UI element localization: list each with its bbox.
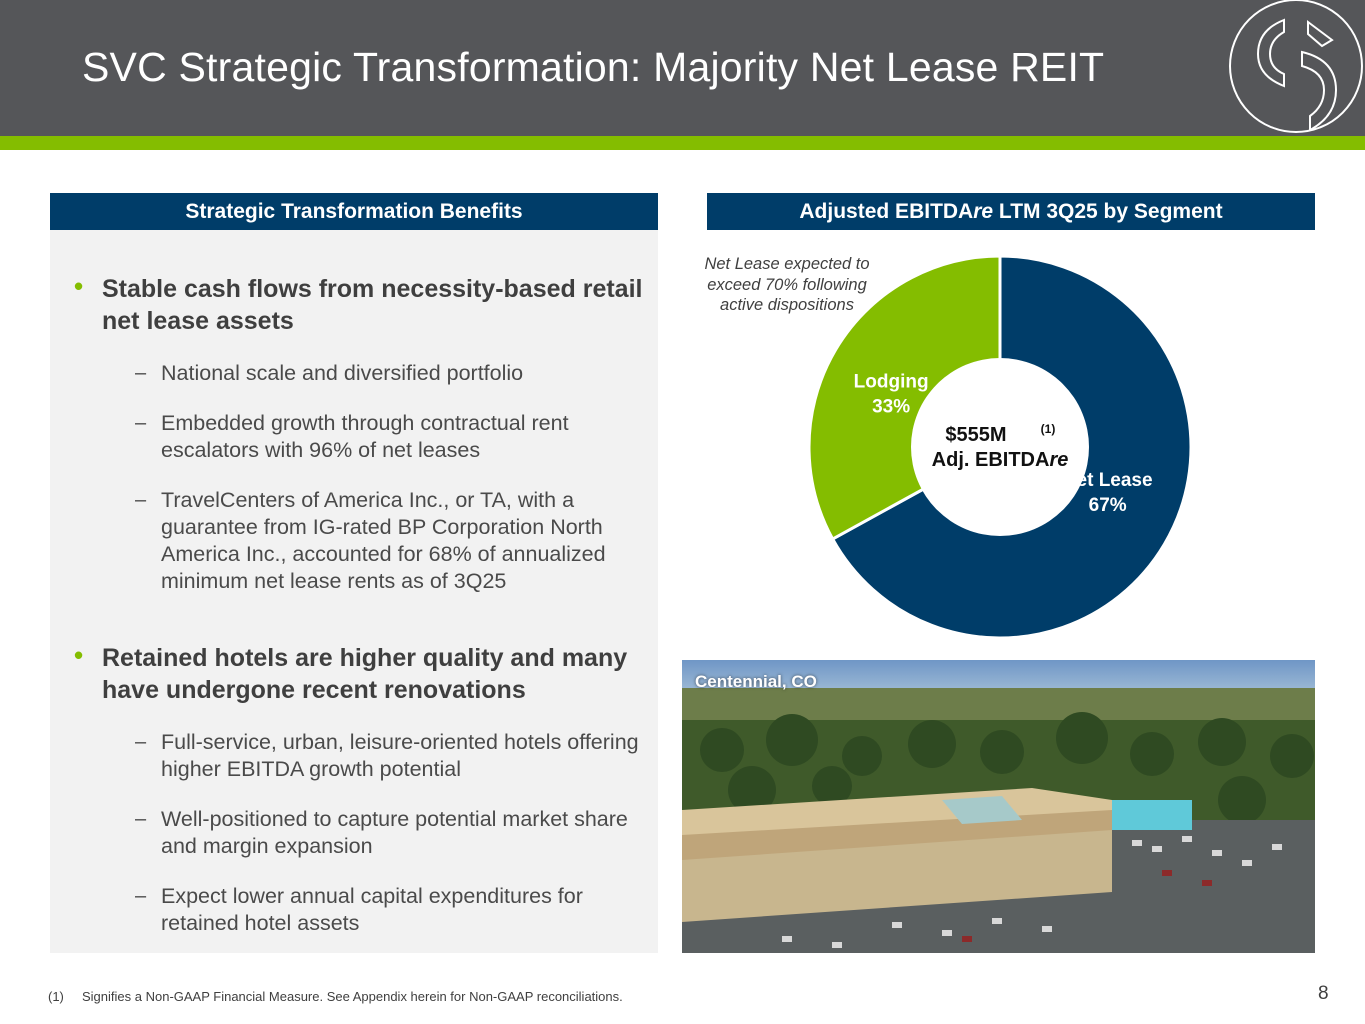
sub-full-service: Full-service, urban, leisure-oriented ho… xyxy=(161,730,639,781)
segment-donut-chart: $555M (1) Adj. EBITDAre Net Lease 67% Lodg… xyxy=(808,255,1192,639)
dash-marker: – xyxy=(135,412,147,434)
sub-lower-capex: Expect lower annual capital expenditures… xyxy=(161,884,583,935)
center-value: $555M xyxy=(945,424,1006,446)
dash-marker: – xyxy=(135,362,147,384)
slice-label: Lodging xyxy=(854,372,929,393)
sub-national-scale: National scale and diversified portfolio xyxy=(161,361,524,385)
bullet-retained-hotels: Retained hotels are higher quality and m… xyxy=(102,644,628,704)
footnote-marker: (1) xyxy=(48,989,64,1004)
heading-part: LTM 3Q25 by Segment xyxy=(993,200,1223,223)
sub-travelcenters: TravelCenters of America Inc., or TA, wi… xyxy=(161,488,606,593)
net-lease-note: Net Lease expected to exceed 70% followi… xyxy=(704,255,870,314)
bullet-marker-icon: • xyxy=(74,640,84,670)
bullet-marker-icon: • xyxy=(74,271,84,301)
slice-label: Net Lease xyxy=(1063,470,1153,491)
dash-marker: – xyxy=(135,885,147,907)
benefits-panel xyxy=(50,193,658,953)
dash-marker: – xyxy=(135,808,147,830)
sub-well-positioned: Well-positioned to capture potential mar… xyxy=(161,807,628,858)
heading-part: Adjusted EBITDA xyxy=(799,200,974,223)
header-bar xyxy=(0,0,1365,136)
bullet-stable-cash-flows: Stable cash flows from necessity-based r… xyxy=(102,275,643,335)
center-label: Adj. EBITDAre xyxy=(932,449,1069,471)
slice-percent-label: 67% xyxy=(1089,495,1127,516)
benefits-heading: Strategic Transformation Benefits xyxy=(50,193,658,230)
centennial-property-photo xyxy=(682,660,1315,953)
footnote-text: Signifies a Non-GAAP Financial Measure. … xyxy=(82,989,623,1004)
slice-percent-label: 33% xyxy=(872,397,910,418)
heading-italic-part: re xyxy=(973,200,994,223)
photo-caption: Centennial, CO xyxy=(695,672,817,691)
sub-embedded-growth: Embedded growth through contractual rent… xyxy=(161,411,569,462)
page-number: 8 xyxy=(1318,983,1329,1004)
header-accent-stripe xyxy=(0,136,1365,150)
center-superscript: (1) xyxy=(1041,422,1056,436)
dash-marker: – xyxy=(135,489,147,511)
page-title: SVC Strategic Transformation: Majority N… xyxy=(82,44,1105,90)
donut-hole xyxy=(911,358,1089,536)
svc-logo-icon xyxy=(1226,0,1365,136)
dash-marker: – xyxy=(135,731,147,753)
segment-chart-heading: Adjusted EBITDAre LTM 3Q25 by Segment xyxy=(707,193,1315,230)
